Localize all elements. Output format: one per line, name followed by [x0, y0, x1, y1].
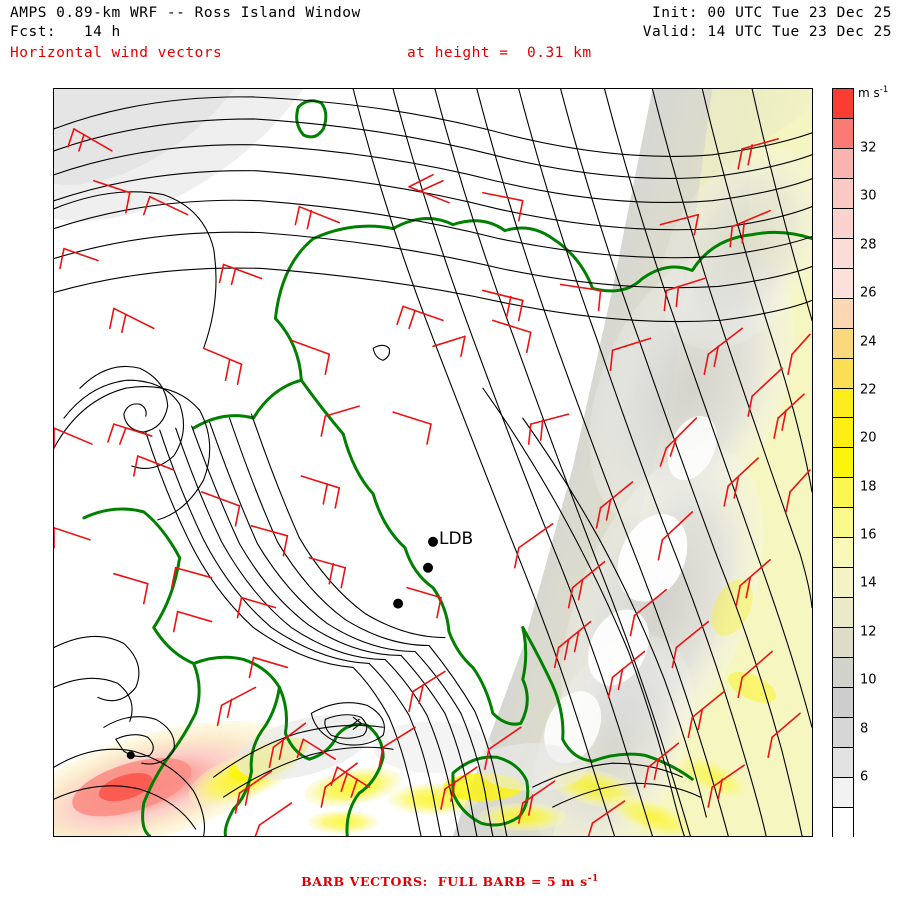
colorbar-band-6 [833, 268, 853, 299]
colorbar-tick-30: 30 [860, 188, 877, 204]
barb-legend-text: BARB VECTORS: FULL BARB = 5 m s [301, 874, 588, 890]
colorbar-band-4 [833, 208, 853, 239]
colorbar-tick-22: 22 [860, 382, 877, 398]
forecast-hour: Fcst: 14 h [10, 24, 121, 40]
colorbar-band-14 [833, 508, 853, 539]
colorbar-tick-14: 14 [860, 575, 877, 591]
field-height: at height = 0.31 km [407, 45, 592, 61]
colorbar-tick-24: 24 [860, 334, 877, 349]
field-description: Horizontal wind vectors [10, 45, 223, 61]
station-markers [126, 536, 438, 760]
model-title: AMPS 0.89-km WRF -- Ross Island Window [10, 5, 361, 21]
colorbar-tick-20: 20 [860, 430, 877, 446]
barb-legend: BARB VECTORS: FULL BARB = 5 m s-1 [0, 874, 900, 889]
colorbar-band-17 [833, 598, 853, 629]
colorbar [832, 88, 854, 838]
colorbar-band-18 [833, 628, 853, 659]
colorbar-band-3 [833, 178, 853, 209]
colorbar-band-5 [833, 238, 853, 269]
colorbar-band-11 [833, 418, 853, 449]
colorbar-band-21 [833, 718, 853, 748]
colorbar-band-1 [833, 118, 853, 149]
init-time: Init: 00 UTC Tue 23 Dec 25 [652, 5, 892, 21]
colorbar-band-15 [833, 538, 853, 569]
colorbar-unit-exponent: -1 [879, 85, 889, 95]
colorbar-band-9 [833, 358, 853, 389]
colorbar-tick-26: 26 [860, 285, 877, 301]
colorbar-tick-16: 16 [860, 527, 877, 543]
map-plot-area [53, 88, 813, 837]
colorbar-band-22 [833, 747, 853, 778]
colorbar-band-20 [833, 688, 853, 719]
colorbar-band-13 [833, 478, 853, 509]
colorbar-tick-6: 6 [860, 769, 869, 785]
weather-map-svg [54, 89, 812, 836]
colorbar-band-16 [833, 568, 853, 599]
colorbar-band-8 [833, 328, 853, 359]
wind-barbs [54, 128, 811, 836]
colorbar-band-19 [833, 658, 853, 689]
colorbar-band-23 [833, 777, 853, 808]
colorbar-band-7 [833, 298, 853, 329]
colorbar-band-0 [833, 89, 853, 119]
colorbar-band-12 [833, 448, 853, 479]
barb-legend-exponent: -1 [587, 874, 599, 884]
colorbar-tick-12: 12 [860, 624, 877, 640]
colorbar-unit-label: m s-1 [858, 85, 888, 100]
streamlines [54, 89, 812, 836]
map-label-ldb: LDB [439, 529, 474, 549]
colorbar-band-2 [833, 148, 853, 179]
colorbar-tick-28: 28 [860, 237, 877, 253]
windspeed-shading [54, 89, 812, 836]
colorbar-tick-18: 18 [860, 479, 877, 495]
coastline [82, 99, 812, 836]
colorbar-band-24 [833, 807, 853, 838]
colorbar-tick-32: 32 [860, 140, 877, 156]
colorbar-tick-8: 8 [860, 721, 869, 737]
colorbar-band-10 [833, 388, 853, 419]
colorbar-tick-10: 10 [860, 672, 877, 688]
colorbar-unit-text: m s [858, 86, 880, 100]
valid-time: Valid: 14 UTC Tue 23 Dec 25 [642, 24, 892, 40]
